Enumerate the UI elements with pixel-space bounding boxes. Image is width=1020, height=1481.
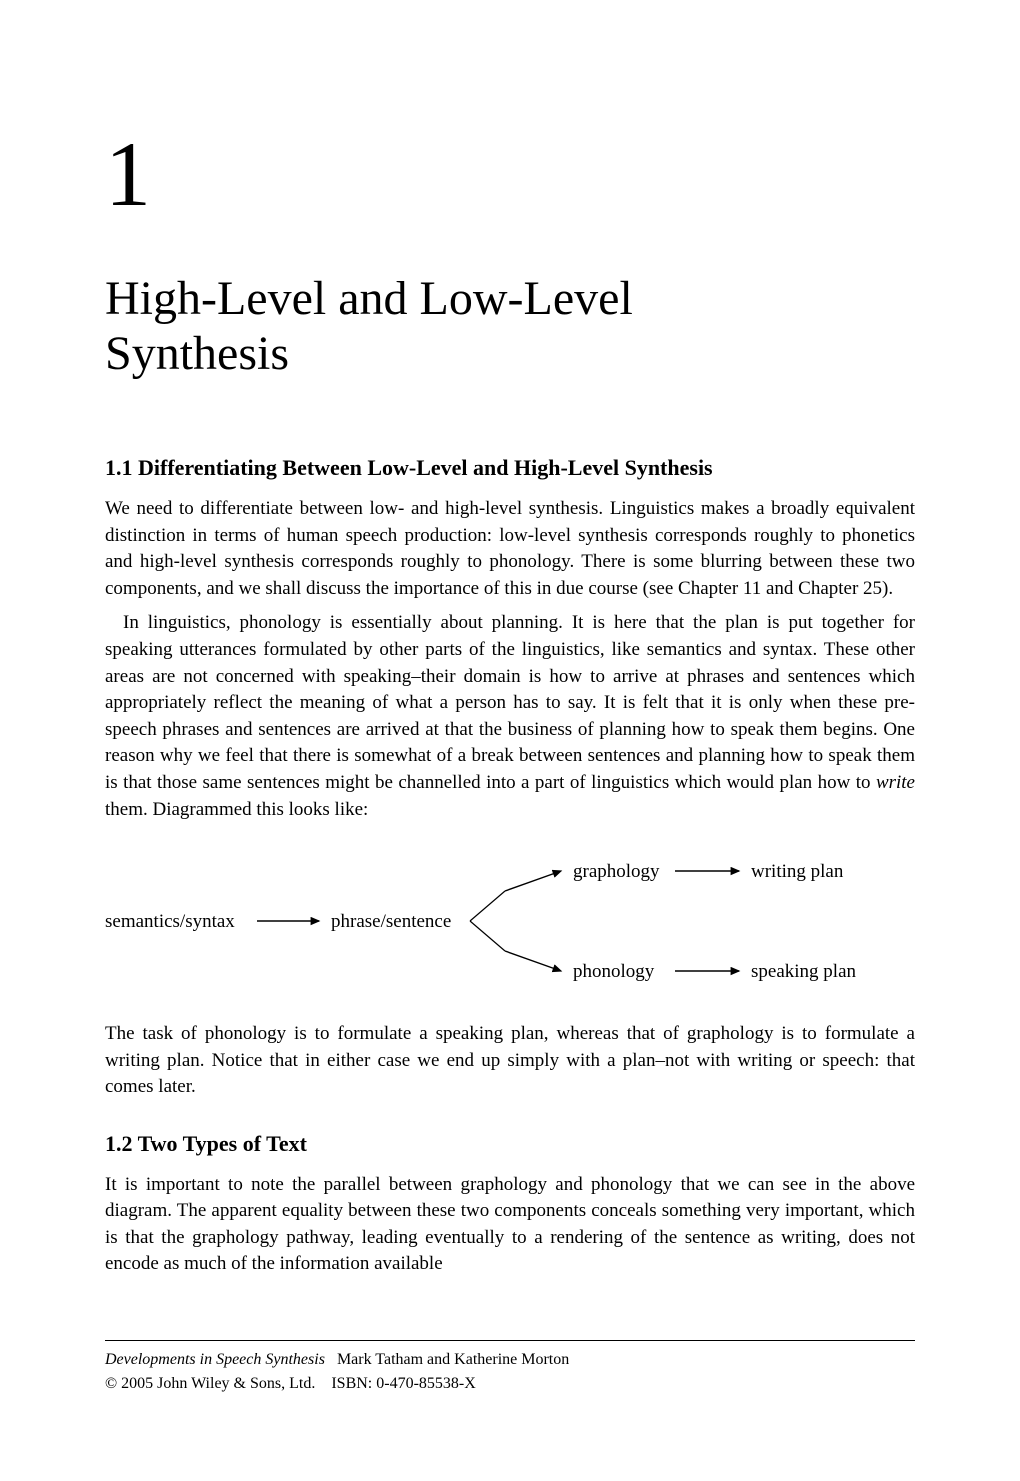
flow-diagram: semantics/syntax phrase/sentence graphol… xyxy=(105,847,915,997)
chapter-number: 1 xyxy=(105,110,915,239)
chapter-title: High-Level and Low-Level Synthesis xyxy=(105,271,915,381)
chapter-title-line1: High-Level and Low-Level xyxy=(105,272,633,325)
section-1-para-2-italic: write xyxy=(876,772,915,793)
page-footer: Developments in Speech Synthesis Mark Ta… xyxy=(105,1349,915,1396)
diagram-node-speaking-plan: speaking plan xyxy=(751,961,857,982)
section-2-para-1: It is important to note the parallel bet… xyxy=(105,1172,915,1278)
footer-copyright: © 2005 John Wiley & Sons, Ltd. xyxy=(105,1375,315,1392)
branch-line-upper xyxy=(470,891,505,921)
diagram-node-mid: phrase/sentence xyxy=(331,911,451,932)
section-1-para-1: We need to differentiate between low- an… xyxy=(105,496,915,602)
footer-isbn: ISBN: 0-470-85538-X xyxy=(331,1375,475,1392)
section-1-para-2a: In linguistics, phonology is essentially… xyxy=(105,612,915,793)
diagram-node-phonology: phonology xyxy=(573,961,655,982)
footer-rule xyxy=(105,1340,915,1341)
section-1-heading: 1.1 Differentiating Between Low-Level an… xyxy=(105,453,915,484)
footer-book-title: Developments in Speech Synthesis xyxy=(105,1351,325,1368)
arrow-branch-to-phonology xyxy=(505,951,561,971)
footer-authors: Mark Tatham and Katherine Morton xyxy=(337,1351,569,1368)
diagram-node-left: semantics/syntax xyxy=(105,911,235,932)
chapter-title-line2: Synthesis xyxy=(105,327,289,380)
diagram-node-graphology: graphology xyxy=(573,861,660,882)
arrow-branch-to-graphology xyxy=(505,871,561,891)
diagram-node-writing-plan: writing plan xyxy=(751,861,844,882)
section-2-heading: 1.2 Two Types of Text xyxy=(105,1129,915,1160)
section-1-para-3: The task of phonology is to formulate a … xyxy=(105,1021,915,1101)
section-1-para-2b: them. Diagrammed this looks like: xyxy=(105,799,368,820)
branch-line-lower xyxy=(470,921,505,951)
section-1-para-2: In linguistics, phonology is essentially… xyxy=(105,610,915,823)
